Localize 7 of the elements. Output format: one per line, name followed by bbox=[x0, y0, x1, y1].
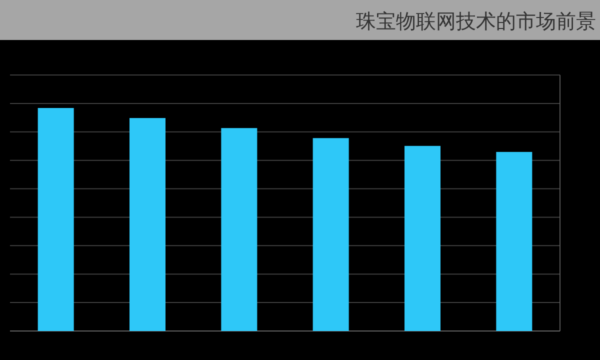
bar bbox=[404, 146, 440, 331]
bar bbox=[312, 138, 349, 331]
bar bbox=[38, 108, 74, 331]
chart-title: 珠宝物联网技术的市场前景 bbox=[356, 9, 596, 33]
bar bbox=[130, 118, 166, 331]
bar bbox=[496, 152, 532, 331]
bar bbox=[221, 128, 258, 331]
